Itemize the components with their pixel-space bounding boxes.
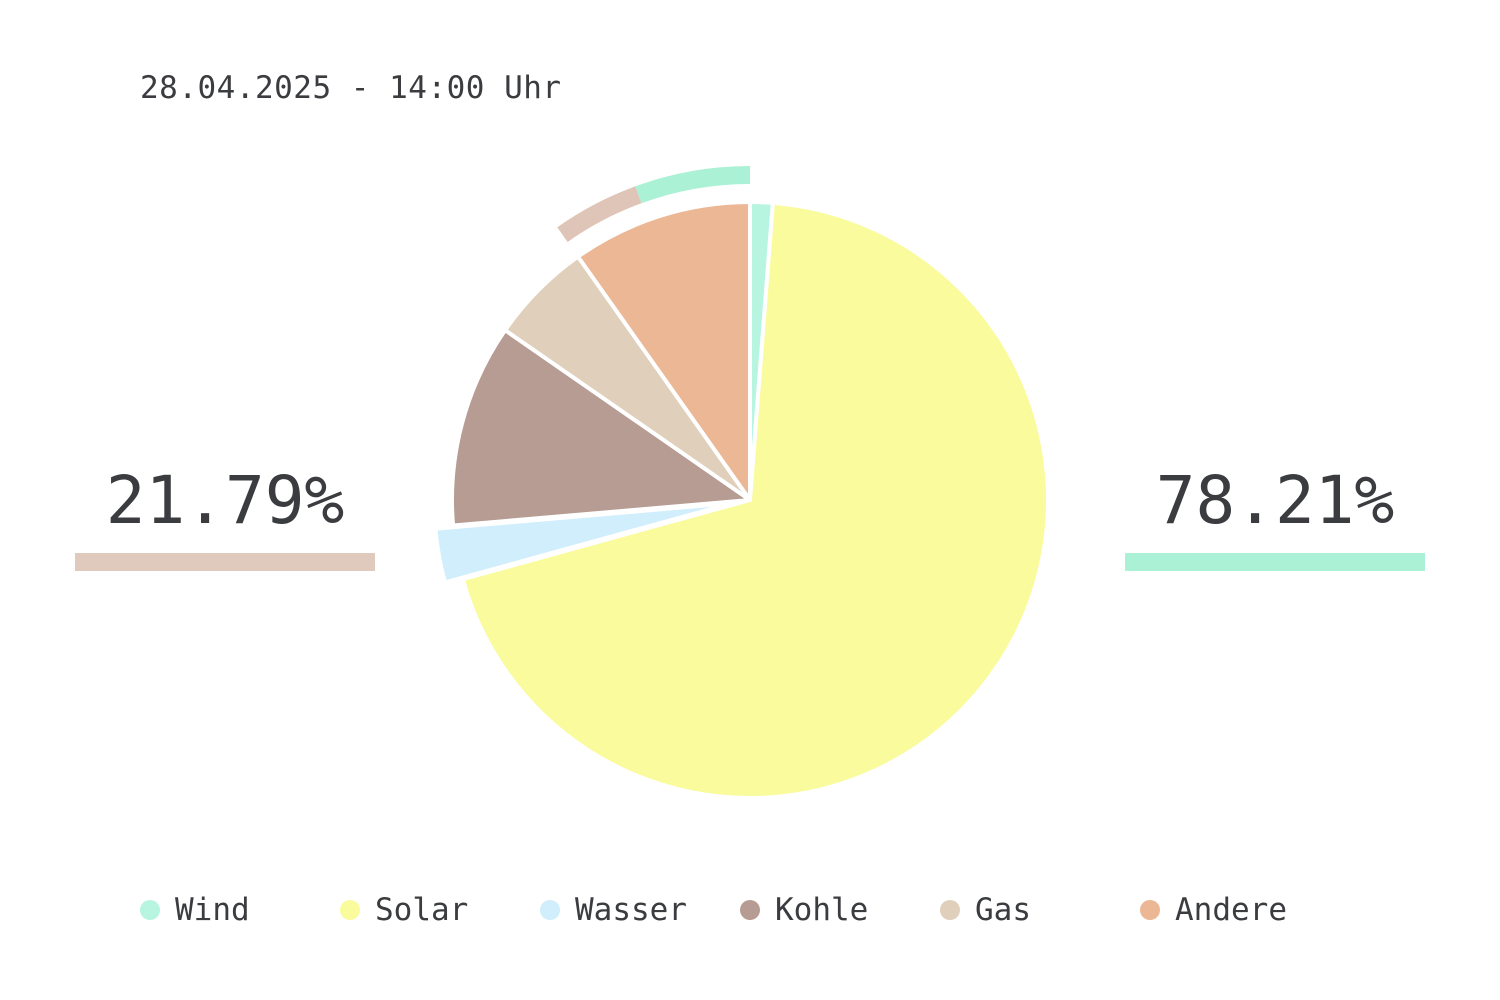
legend-item-solar: Solar	[340, 890, 468, 930]
legend: Wind Solar Wasser Kohle Gas Andere	[0, 890, 1500, 930]
slice-solar	[460, 200, 1050, 800]
legend-item-wind: Wind	[140, 890, 250, 930]
slice-andere	[575, 200, 752, 502]
legend-item-wasser: Wasser	[540, 890, 687, 930]
fossil-percentage: 21.79%	[105, 462, 345, 539]
legend-label: Wasser	[575, 892, 687, 928]
legend-label: Kohle	[775, 892, 869, 928]
legend-item-gas: Gas	[940, 890, 1031, 930]
pie-slices	[433, 200, 1050, 800]
slice-wasser	[433, 501, 735, 585]
legend-dot	[140, 900, 160, 920]
legend-label: Andere	[1175, 892, 1287, 928]
legend-item-andere: Andere	[1140, 890, 1287, 930]
outer-ring	[557, 166, 751, 243]
legend-dot	[340, 900, 360, 920]
legend-dot	[940, 900, 960, 920]
slice-kohle	[450, 328, 752, 528]
legend-label: Solar	[375, 892, 469, 928]
renewable-percentage: 78.21%	[1155, 462, 1395, 539]
legend-label: Gas	[975, 892, 1031, 928]
legend-label: Wind	[175, 892, 250, 928]
legend-dot	[740, 900, 760, 920]
ring-gas	[557, 186, 642, 243]
legend-item-kohle: Kohle	[740, 890, 868, 930]
fossil-bar	[75, 553, 375, 571]
legend-dot	[540, 900, 560, 920]
renewable-bar	[1125, 553, 1425, 571]
legend-dot	[1140, 900, 1160, 920]
timestamp: 28.04.2025 - 14:00 Uhr	[140, 70, 562, 106]
ring-wind	[635, 166, 751, 204]
